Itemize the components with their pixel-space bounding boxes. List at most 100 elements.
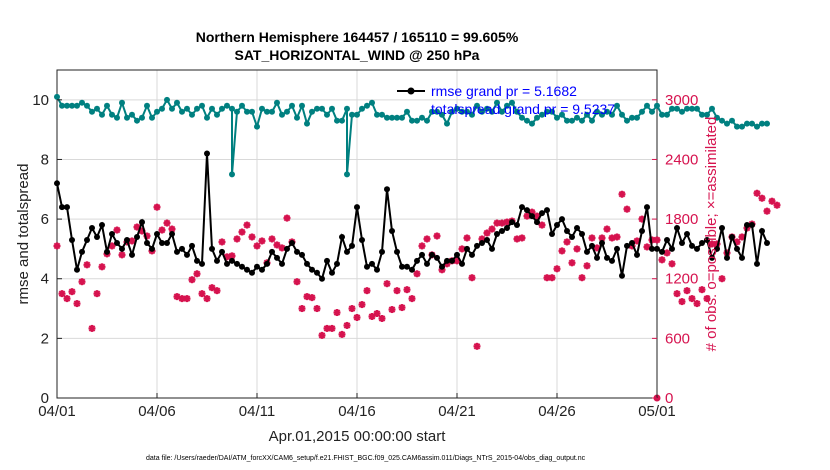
spread-point bbox=[674, 105, 680, 112]
rmse-point bbox=[269, 248, 275, 255]
spread-point bbox=[219, 105, 225, 112]
spread-point bbox=[579, 117, 585, 124]
obs-marker-stroke bbox=[758, 194, 766, 202]
obs-marker-stroke bbox=[238, 228, 246, 236]
obs-marker-stroke bbox=[618, 190, 626, 198]
rmse-point bbox=[454, 251, 460, 258]
spread-point bbox=[389, 114, 395, 121]
obs-marker-stroke bbox=[58, 290, 66, 297]
rmse-point bbox=[184, 251, 190, 258]
obs-marker-stroke bbox=[768, 197, 776, 205]
rmse-point bbox=[524, 207, 530, 214]
obs-marker-stroke bbox=[243, 221, 251, 229]
rmse-point bbox=[274, 254, 280, 261]
rmse-point bbox=[624, 242, 630, 249]
spread-point bbox=[144, 102, 150, 109]
obs-count-marker bbox=[538, 221, 546, 229]
obs-marker-stroke bbox=[98, 263, 106, 271]
rmse-point bbox=[739, 254, 745, 261]
rmse-point bbox=[444, 257, 450, 264]
spread-point bbox=[314, 105, 320, 112]
obs-marker-stroke bbox=[483, 229, 491, 237]
obs-count-marker bbox=[113, 226, 121, 234]
rmse-point bbox=[604, 254, 610, 261]
rmse-point bbox=[219, 248, 225, 255]
obs-count-marker bbox=[98, 263, 106, 271]
obs-count-marker bbox=[768, 197, 776, 205]
rmse-point bbox=[479, 239, 485, 246]
spread-point bbox=[724, 120, 730, 127]
obs-count-marker bbox=[613, 233, 621, 241]
obs-marker-stroke bbox=[583, 262, 591, 270]
obs-count-marker bbox=[683, 287, 691, 295]
spread-point bbox=[614, 102, 620, 109]
obs-marker-stroke bbox=[543, 274, 551, 282]
rmse-point bbox=[469, 251, 475, 258]
spread-point bbox=[584, 111, 590, 118]
obs-marker-stroke bbox=[558, 247, 566, 255]
obs-count-marker bbox=[333, 309, 341, 317]
x-tick-label: 04/06 bbox=[138, 403, 176, 420]
obs-marker-stroke bbox=[588, 234, 596, 242]
rmse-point bbox=[709, 254, 715, 261]
obs-marker-stroke bbox=[613, 233, 621, 241]
obs-marker-stroke bbox=[303, 293, 311, 300]
obs-marker-stroke bbox=[553, 265, 561, 273]
obs-marker-stroke bbox=[688, 295, 696, 302]
obs-count-marker bbox=[643, 243, 651, 251]
obs-count-marker bbox=[673, 290, 681, 298]
spread-point bbox=[759, 120, 765, 127]
obs-marker-stroke bbox=[718, 275, 726, 283]
spread-point bbox=[659, 111, 665, 118]
obs-count-marker bbox=[753, 189, 761, 197]
obs-marker-stroke bbox=[493, 219, 501, 227]
rmse-point bbox=[684, 231, 690, 237]
obs-marker-stroke bbox=[458, 245, 466, 253]
spread-point bbox=[249, 108, 255, 115]
rmse-point bbox=[234, 260, 240, 267]
rmse-point bbox=[599, 239, 605, 246]
y-tick-label: 0 bbox=[41, 390, 49, 407]
rmse-point bbox=[319, 275, 325, 282]
spread-point bbox=[334, 117, 340, 124]
rmse-point bbox=[229, 257, 235, 264]
spread-point bbox=[154, 108, 160, 115]
spread-point bbox=[124, 114, 130, 121]
rmse-point bbox=[279, 260, 285, 267]
rmse-point bbox=[434, 254, 440, 261]
rmse-point bbox=[419, 251, 425, 258]
rmse-point bbox=[294, 248, 300, 255]
spread-point bbox=[409, 117, 415, 124]
spread-point bbox=[254, 123, 260, 130]
spread-point bbox=[684, 105, 690, 112]
spread-point bbox=[564, 117, 570, 124]
obs-marker-stroke bbox=[418, 242, 426, 250]
obs-count-marker bbox=[668, 260, 676, 268]
obs-count-marker bbox=[398, 304, 406, 312]
rmse-point bbox=[759, 228, 765, 235]
spread-point bbox=[229, 171, 235, 178]
spread-point bbox=[434, 108, 440, 115]
rmse-point bbox=[559, 216, 565, 223]
rmse-point bbox=[149, 245, 155, 252]
rmse-point bbox=[204, 150, 210, 157]
spread-point bbox=[754, 123, 760, 130]
spread-point bbox=[269, 108, 275, 115]
rmse-point bbox=[729, 233, 735, 240]
rmse-point bbox=[494, 231, 500, 237]
rmse-point bbox=[569, 233, 575, 240]
spread-point bbox=[429, 108, 435, 115]
y2-tick-label: 2400 bbox=[665, 151, 698, 168]
obs-marker-stroke bbox=[593, 244, 601, 252]
obs-marker-stroke bbox=[663, 249, 671, 257]
obs-marker-stroke bbox=[463, 234, 471, 242]
y-axis-left: 0 2 4 6 8 10 bbox=[32, 92, 62, 407]
rmse-point bbox=[734, 245, 740, 252]
obs-count-marker bbox=[373, 310, 381, 318]
obs-marker-stroke bbox=[343, 322, 351, 329]
spread-point bbox=[749, 120, 755, 127]
spread-point bbox=[379, 111, 385, 118]
rmse-point bbox=[744, 222, 750, 229]
obs-count-marker bbox=[313, 305, 321, 313]
spread-point bbox=[319, 105, 325, 112]
